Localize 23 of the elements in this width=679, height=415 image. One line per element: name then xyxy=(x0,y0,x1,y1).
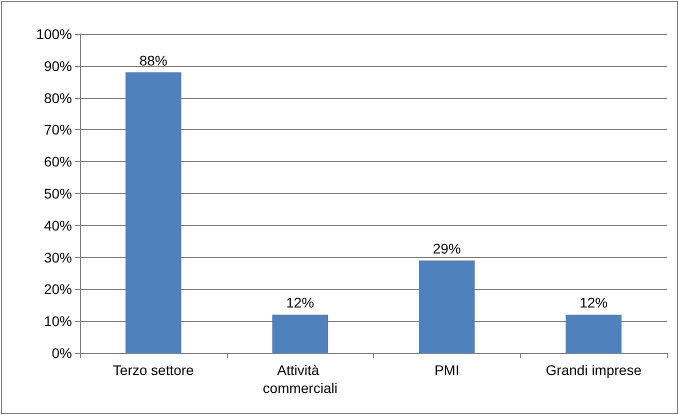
y-tick-label: 90% xyxy=(44,58,72,74)
data-label: 29% xyxy=(432,240,461,256)
x-tick-label: Grandi imprese xyxy=(546,362,642,378)
data-label: 12% xyxy=(286,294,314,311)
bar xyxy=(125,72,182,353)
y-tick-label: 80% xyxy=(44,90,72,106)
y-tick-label: 0% xyxy=(52,345,72,361)
y-tick-label: 100% xyxy=(36,26,72,42)
y-tick-label: 50% xyxy=(44,186,72,202)
y-tick-label: 70% xyxy=(44,122,72,138)
bar xyxy=(418,260,475,353)
x-tick-label: Terzo settore xyxy=(112,362,194,378)
y-tick-label: 40% xyxy=(44,217,72,234)
y-tick-label: 30% xyxy=(44,249,72,266)
x-tick-label: PMI xyxy=(434,362,460,378)
y-tick-label: 10% xyxy=(44,313,72,330)
data-label: 88% xyxy=(139,52,168,68)
bar xyxy=(272,314,328,353)
data-label: 12% xyxy=(580,294,608,311)
y-tick-label: 60% xyxy=(44,154,72,170)
x-tick-label: Attività commerciali xyxy=(262,362,338,396)
bar xyxy=(566,314,622,353)
y-tick-label: 20% xyxy=(44,281,72,298)
